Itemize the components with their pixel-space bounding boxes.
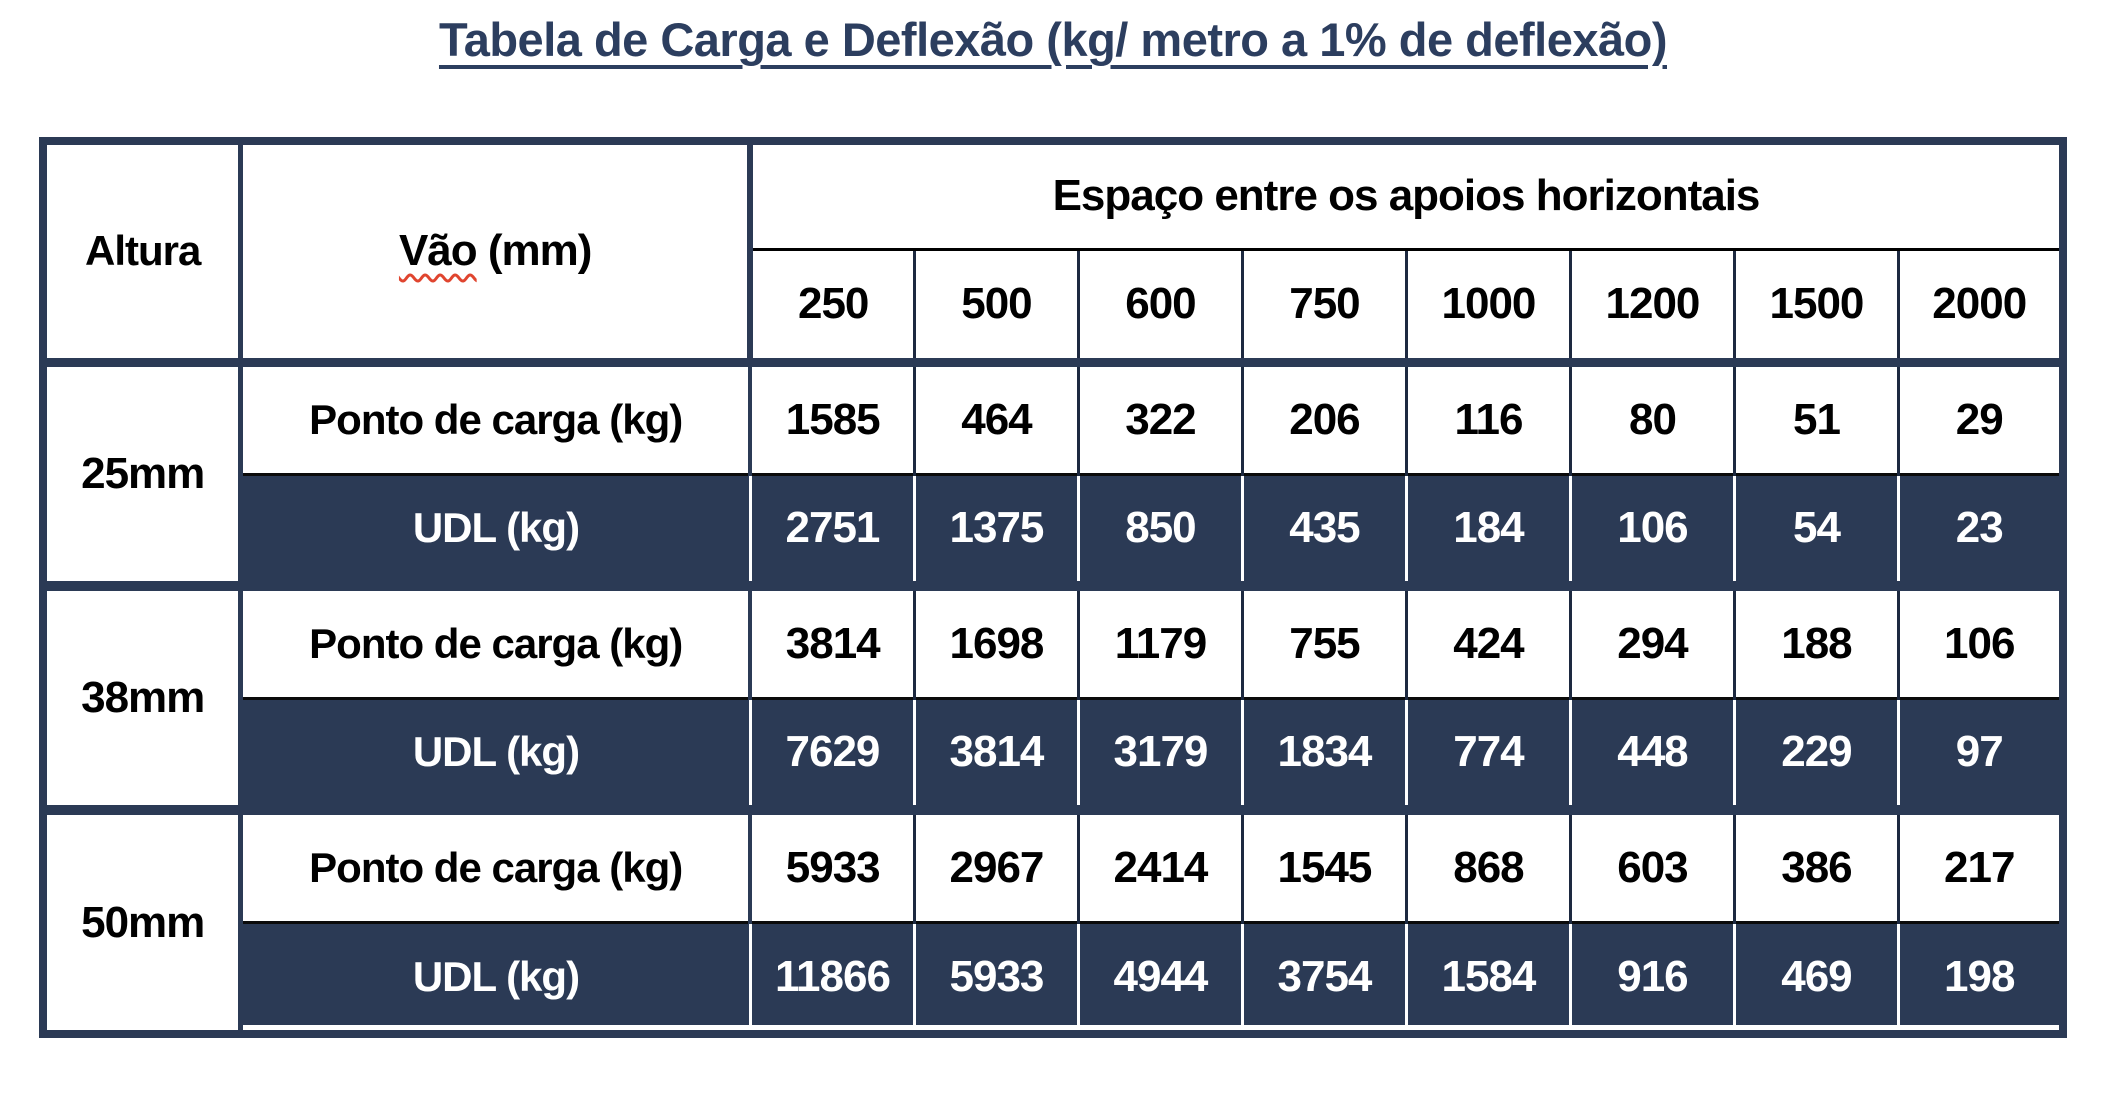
point-load-cell: 868 [1404,805,1571,922]
udl-cell: 1375 [912,472,1079,586]
udl-cell: 7629 [748,696,915,810]
point-load-cell: 294 [1568,581,1735,698]
load-deflection-table: Altura Vão (mm) Espaço entre os apoios h… [39,137,2067,1038]
point-load-cell: 2414 [1076,805,1243,922]
udl-cell: 469 [1732,920,1899,1034]
height-label-38mm: 38mm [43,581,243,810]
table-row-38mm-udl: UDL (kg) 7629 3814 3179 1834 774 448 229 97 [43,696,2063,810]
spacing-column-header-1000: 1000 [1404,249,1571,367]
spacing-header-row: 250 500 600 750 1000 1200 1500 2000 [43,249,2063,367]
spacing-column-header-1200: 1200 [1568,249,1735,367]
row-label-point-load: Ponto de carga (kg) [240,581,753,698]
vao-word: Vão [398,226,478,276]
udl-cell: 850 [1076,472,1243,586]
table-body: 25mm Ponto de carga (kg) 1585 464 322 206 116 8… [43,362,2063,1034]
spacing-column-header-2000: 2000 [1896,249,2063,367]
udl-cell: 54 [1732,472,1899,586]
point-load-cell: 755 [1240,581,1407,698]
point-load-cell: 322 [1076,362,1243,474]
spacing-column-header-250: 250 [748,249,915,367]
point-load-cell: 51 [1732,362,1899,474]
span-header-cell: Espaço entre os apoios horizontais [750,141,2063,251]
point-load-cell: 386 [1732,805,1899,922]
udl-cell: 1584 [1404,920,1571,1034]
vao-suffix: (mm) [476,226,593,276]
udl-cell: 3179 [1076,696,1243,810]
udl-cell: 3814 [912,696,1079,810]
table-row-50mm-point-load: 50mm Ponto de carga (kg) 5933 2967 2414 1545 8… [43,805,2063,1034]
point-load-cell: 1698 [912,581,1079,698]
udl-cell: 229 [1732,696,1899,810]
udl-cell: 448 [1568,696,1735,810]
udl-cell: 23 [1896,472,2063,586]
table-row-38mm-point-load: 38mm Ponto de carga (kg) 3814 1698 1179 755 42… [43,581,2063,810]
height-label-25mm: 25mm [43,362,243,586]
point-load-cell: 3814 [748,581,915,698]
altura-header-cell: Altura [43,141,243,367]
spacing-column-header-600: 600 [1076,249,1243,367]
row-label-point-load: Ponto de carga (kg) [240,362,753,474]
udl-cell: 184 [1404,472,1571,586]
height-label-50mm: 50mm [43,805,243,1034]
udl-cell: 435 [1240,472,1407,586]
udl-cell: 3754 [1240,920,1407,1034]
udl-cell: 916 [1568,920,1735,1034]
row-label-udl: UDL (kg) [240,696,752,810]
udl-cell: 198 [1896,920,2063,1034]
point-load-cell: 464 [912,362,1079,474]
point-load-cell: 106 [1896,581,2063,698]
udl-cell: 5933 [912,920,1079,1034]
table-row-50mm-udl: UDL (kg) 11866 5933 4944 3754 1584 916 469 198 [43,920,2063,1034]
table-row-25mm-point-load: 25mm Ponto de carga (kg) 1585 464 322 206 116 8… [43,362,2063,586]
point-load-cell: 5933 [748,805,915,922]
udl-cell: 774 [1404,696,1571,810]
row-label-udl: UDL (kg) [240,920,752,1034]
page-title: Tabela de Carga e Deflexão (kg/ metro a … [438,13,1668,66]
table-row-25mm-udl: UDL (kg) 2751 1375 850 435 184 106 54 23 [43,472,2063,586]
point-load-cell: 1179 [1076,581,1243,698]
point-load-cell: 116 [1404,362,1571,474]
point-load-cell: 2967 [912,805,1079,922]
point-load-cell: 188 [1732,581,1899,698]
point-load-cell: 206 [1240,362,1407,474]
row-label-udl: UDL (kg) [240,472,752,586]
udl-cell: 2751 [748,472,915,586]
spacing-column-header-500: 500 [912,249,1079,367]
point-load-cell: 1545 [1240,805,1407,922]
point-load-cell: 603 [1568,805,1735,922]
point-load-cell: 217 [1896,805,2063,922]
point-load-cell: 1585 [748,362,915,474]
table-header: Altura Vão (mm) Espaço entre os apoios h… [43,141,2063,367]
udl-cell: 97 [1896,696,2063,810]
spacing-column-header-1500: 1500 [1732,249,1899,367]
udl-cell: 4944 [1076,920,1243,1034]
header-row-top: Altura Vão (mm) Espaço entre os apoios h… [43,141,2063,367]
spacing-column-header-750: 750 [1240,249,1407,367]
vao-header-cell: Vão (mm) [240,141,754,367]
point-load-cell: 424 [1404,581,1571,698]
point-load-cell: 29 [1896,362,2063,474]
point-load-cell: 80 [1568,362,1735,474]
udl-cell: 1834 [1240,696,1407,810]
title-wrap: Tabela de Carga e Deflexão (kg/ metro a … [0,12,2106,67]
row-label-point-load: Ponto de carga (kg) [240,805,753,922]
udl-cell: 11866 [748,920,915,1034]
udl-cell: 106 [1568,472,1735,586]
